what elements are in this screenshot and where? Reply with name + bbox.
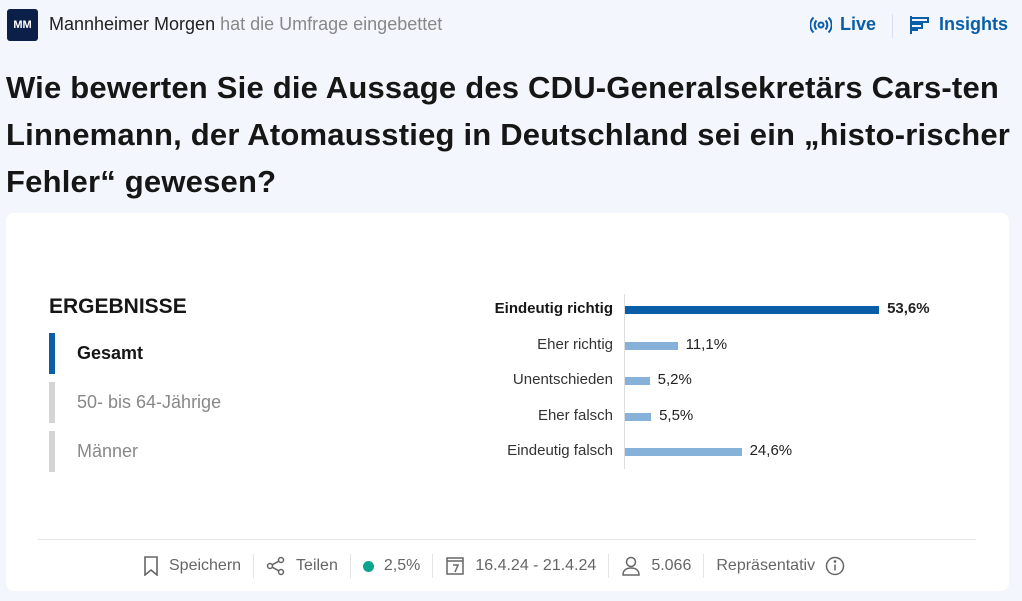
results-card: [6, 213, 1009, 591]
bar: [625, 412, 652, 421]
bar-label: Unentschieden: [512, 371, 613, 388]
respondent-count: 5.066: [651, 557, 692, 574]
save-label: Speichern: [169, 557, 242, 574]
tab-maenner[interactable]: Männer: [49, 431, 349, 472]
share-button[interactable]: Teilen: [254, 554, 351, 578]
tab-50-64[interactable]: 50- bis 64-Jährige: [49, 382, 349, 423]
save-button[interactable]: Speichern: [143, 554, 255, 578]
results-title: ERGEBNISSE: [49, 295, 187, 318]
tab-gesamt[interactable]: Gesamt: [49, 333, 349, 374]
representative-info[interactable]: Repräsentativ: [704, 554, 857, 578]
chart-row: Eher falsch 5,5%: [0, 407, 1022, 427]
poll-footer: Speichern Teilen 2,5% 16.4.24 - 21.4.24 …: [143, 553, 857, 579]
bar: [625, 306, 880, 314]
chart-row: Eindeutig richtig 53,6%: [0, 300, 1022, 320]
bar-label: Eher falsch: [537, 406, 613, 424]
bookmark-icon: [144, 556, 158, 576]
margin-of-error: 2,5%: [351, 554, 434, 578]
share-label: Teilen: [296, 557, 338, 574]
date-range: 16.4.24 - 21.4.24: [475, 557, 597, 574]
insights-label: Insights: [939, 14, 1009, 34]
bar: [625, 341, 678, 350]
publisher-name[interactable]: Mannheimer Morgen: [49, 14, 216, 34]
embed-text: hat die Umfrage eingebettet: [220, 14, 443, 34]
user-icon: [622, 556, 641, 576]
bar-value: 5,5%: [659, 406, 694, 424]
chart-axis: [624, 294, 625, 469]
info-icon[interactable]: [825, 556, 845, 576]
representative-label: Repräsentativ: [716, 557, 816, 574]
bar-value: 5,2%: [657, 371, 692, 388]
live-label: Live: [840, 14, 877, 34]
insights-icon: [910, 15, 929, 34]
status-dot-icon: [362, 560, 374, 572]
live-button[interactable]: Live: [810, 14, 876, 35]
margin-value: 2,5%: [383, 557, 421, 574]
bar: [625, 448, 742, 456]
chart-row: Eindeutig falsch 24,6%: [0, 442, 1022, 462]
bar-value: 24,6%: [749, 442, 793, 459]
bar-value: 11,1%: [685, 335, 728, 353]
publisher-line: Mannheimer Morgen hat die Umfrage eingeb…: [49, 14, 442, 35]
footer-divider: [38, 539, 976, 540]
publisher-logo: MM: [7, 9, 38, 41]
respondents: 5.066: [609, 554, 705, 578]
question-title: Wie bewerten Sie die Aussage des CDU-Gen…: [6, 70, 1011, 199]
bar-label: Eindeutig richtig: [494, 300, 613, 317]
bar-value: 53,6%: [887, 300, 930, 317]
live-icon: [810, 16, 832, 33]
bar: [625, 377, 650, 385]
header-divider: [892, 14, 893, 38]
bar-label: Eindeutig falsch: [507, 442, 613, 459]
bar-label: Eher richtig: [537, 335, 613, 353]
calendar-icon: [446, 557, 465, 575]
survey-period: 16.4.24 - 21.4.24: [433, 554, 610, 578]
chart-row: Unentschieden 5,2%: [0, 371, 1022, 391]
share-icon: [266, 556, 285, 576]
insights-button[interactable]: Insights: [909, 14, 1008, 35]
chart-row: Eher richtig 11,1%: [0, 336, 1022, 356]
